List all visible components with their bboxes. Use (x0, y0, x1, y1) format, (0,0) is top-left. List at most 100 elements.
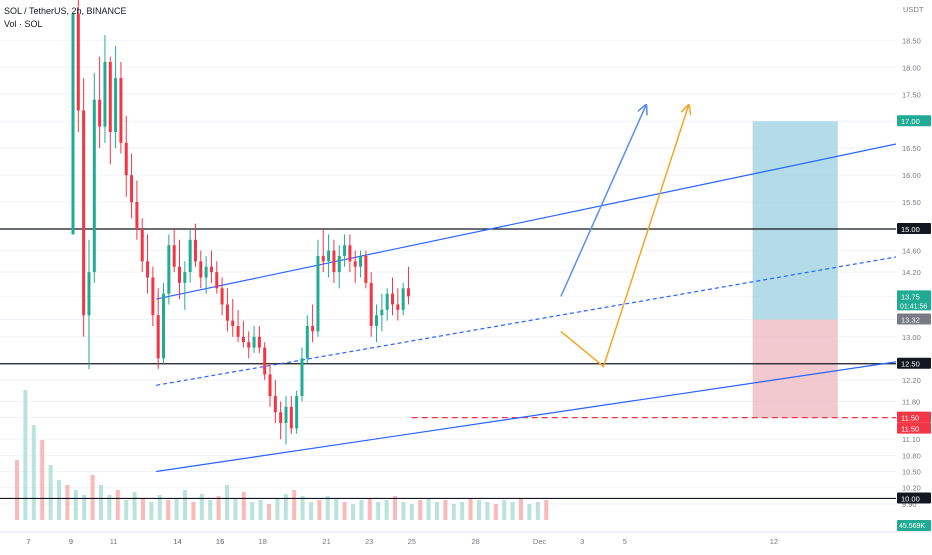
candle-body (321, 255, 325, 262)
candle-body (167, 245, 171, 294)
candle-body (220, 288, 224, 305)
y-tick-label: 11.80 (902, 397, 920, 406)
candle-body (300, 358, 304, 397)
candle-body (369, 282, 373, 327)
volume-bar (384, 500, 389, 520)
candle-body (108, 61, 112, 133)
candle-body (305, 326, 309, 359)
y-tick-label: 18.00 (902, 63, 921, 72)
x-tick-label: 14 (173, 537, 181, 546)
volume-bar (460, 502, 465, 520)
price-label-box (897, 422, 931, 434)
profit-zone (752, 121, 838, 320)
candle-body (252, 336, 256, 348)
candle-body (327, 250, 331, 262)
price-label-text: 17.00 (901, 117, 920, 126)
price-axis-background (896, 0, 932, 550)
candle-body (273, 396, 277, 413)
candle-body (359, 255, 363, 267)
volume-bar (107, 495, 112, 520)
volume-bar (367, 498, 372, 520)
candle-body (364, 255, 368, 283)
price-label-box (897, 115, 931, 127)
volume-bar (485, 502, 490, 520)
x-tick-label: Dec (533, 537, 547, 546)
candle-body (284, 406, 288, 424)
volume-bar (40, 440, 45, 520)
candle-body (337, 255, 341, 273)
candle-body (343, 245, 347, 256)
volume-bar (124, 500, 129, 520)
volume-legend[interactable]: Vol · SOL (4, 19, 43, 29)
candle-body (332, 250, 336, 273)
volume-bar (241, 492, 246, 520)
candle-body (406, 288, 410, 297)
volume-bar (409, 504, 414, 520)
y-tick-label: 14.60 (902, 247, 921, 256)
candle-body (114, 78, 118, 133)
volume-bar (31, 425, 36, 520)
candle-body (268, 374, 272, 397)
volume-bar (233, 498, 238, 520)
volume-bar (493, 504, 498, 520)
candle-body (348, 245, 352, 262)
candle-body (385, 293, 389, 310)
price-label-box (897, 290, 931, 311)
price-label-box (897, 313, 931, 325)
candle-body (156, 315, 160, 359)
y-tick-label: 16.00 (902, 171, 921, 180)
volume-value-label: 45.569K (899, 523, 925, 530)
long-position-tool (752, 121, 838, 418)
volume-bar (401, 502, 406, 520)
candle-body (98, 99, 102, 127)
volume-bar (132, 492, 137, 520)
candle-body (225, 304, 229, 321)
time-axis-background (0, 532, 896, 550)
volume-value-box (897, 520, 931, 531)
volume-bar (115, 490, 120, 520)
volume-bar (342, 502, 347, 520)
x-tick-label: 28 (472, 537, 480, 546)
symbol-title[interactable]: SOL / TetherUS, 2h, BINANCE (4, 6, 127, 16)
candle-body (87, 272, 91, 316)
x-tick-label: 25 (408, 537, 416, 546)
x-tick-label: 23 (365, 537, 373, 546)
price-label-text: 10.00 (901, 494, 920, 503)
x-tick-label: 7 (26, 537, 30, 546)
candles-layer (71, 0, 410, 445)
candle-body (279, 412, 283, 424)
volume-bar (443, 500, 448, 520)
trend-lines-layer (156, 142, 902, 473)
volume-bar (57, 480, 61, 520)
volume-bar (141, 498, 145, 520)
chart-legend: SOL / TetherUS, 2h, BINANCE Vol · SOL (4, 5, 127, 31)
volume-bar (468, 498, 473, 520)
candle-body (209, 266, 213, 273)
volume-bar (292, 490, 297, 520)
candle-body (263, 347, 267, 375)
candle-body (146, 261, 150, 278)
volume-bar (477, 500, 481, 520)
price-label-box (897, 223, 931, 235)
candle-body (391, 293, 394, 305)
countdown-label: 01:41:56 (900, 303, 927, 310)
candle-body (178, 266, 181, 283)
price-label-text: 11.50 (901, 425, 919, 434)
volume-bar (216, 496, 221, 520)
volume-bar (317, 500, 322, 520)
volume-bar (351, 504, 355, 520)
y-tick-label: 13.00 (902, 333, 921, 342)
volume-bar (325, 496, 330, 520)
candle-body (316, 255, 320, 332)
candle-body (76, 13, 80, 111)
projection-arrow (560, 105, 689, 368)
price-label-text: 13.75 (901, 292, 920, 301)
candle-body (130, 175, 134, 203)
volume-bar (199, 494, 204, 520)
candle-body (119, 78, 123, 143)
volume-bar (544, 500, 549, 520)
trend-line (156, 255, 902, 386)
